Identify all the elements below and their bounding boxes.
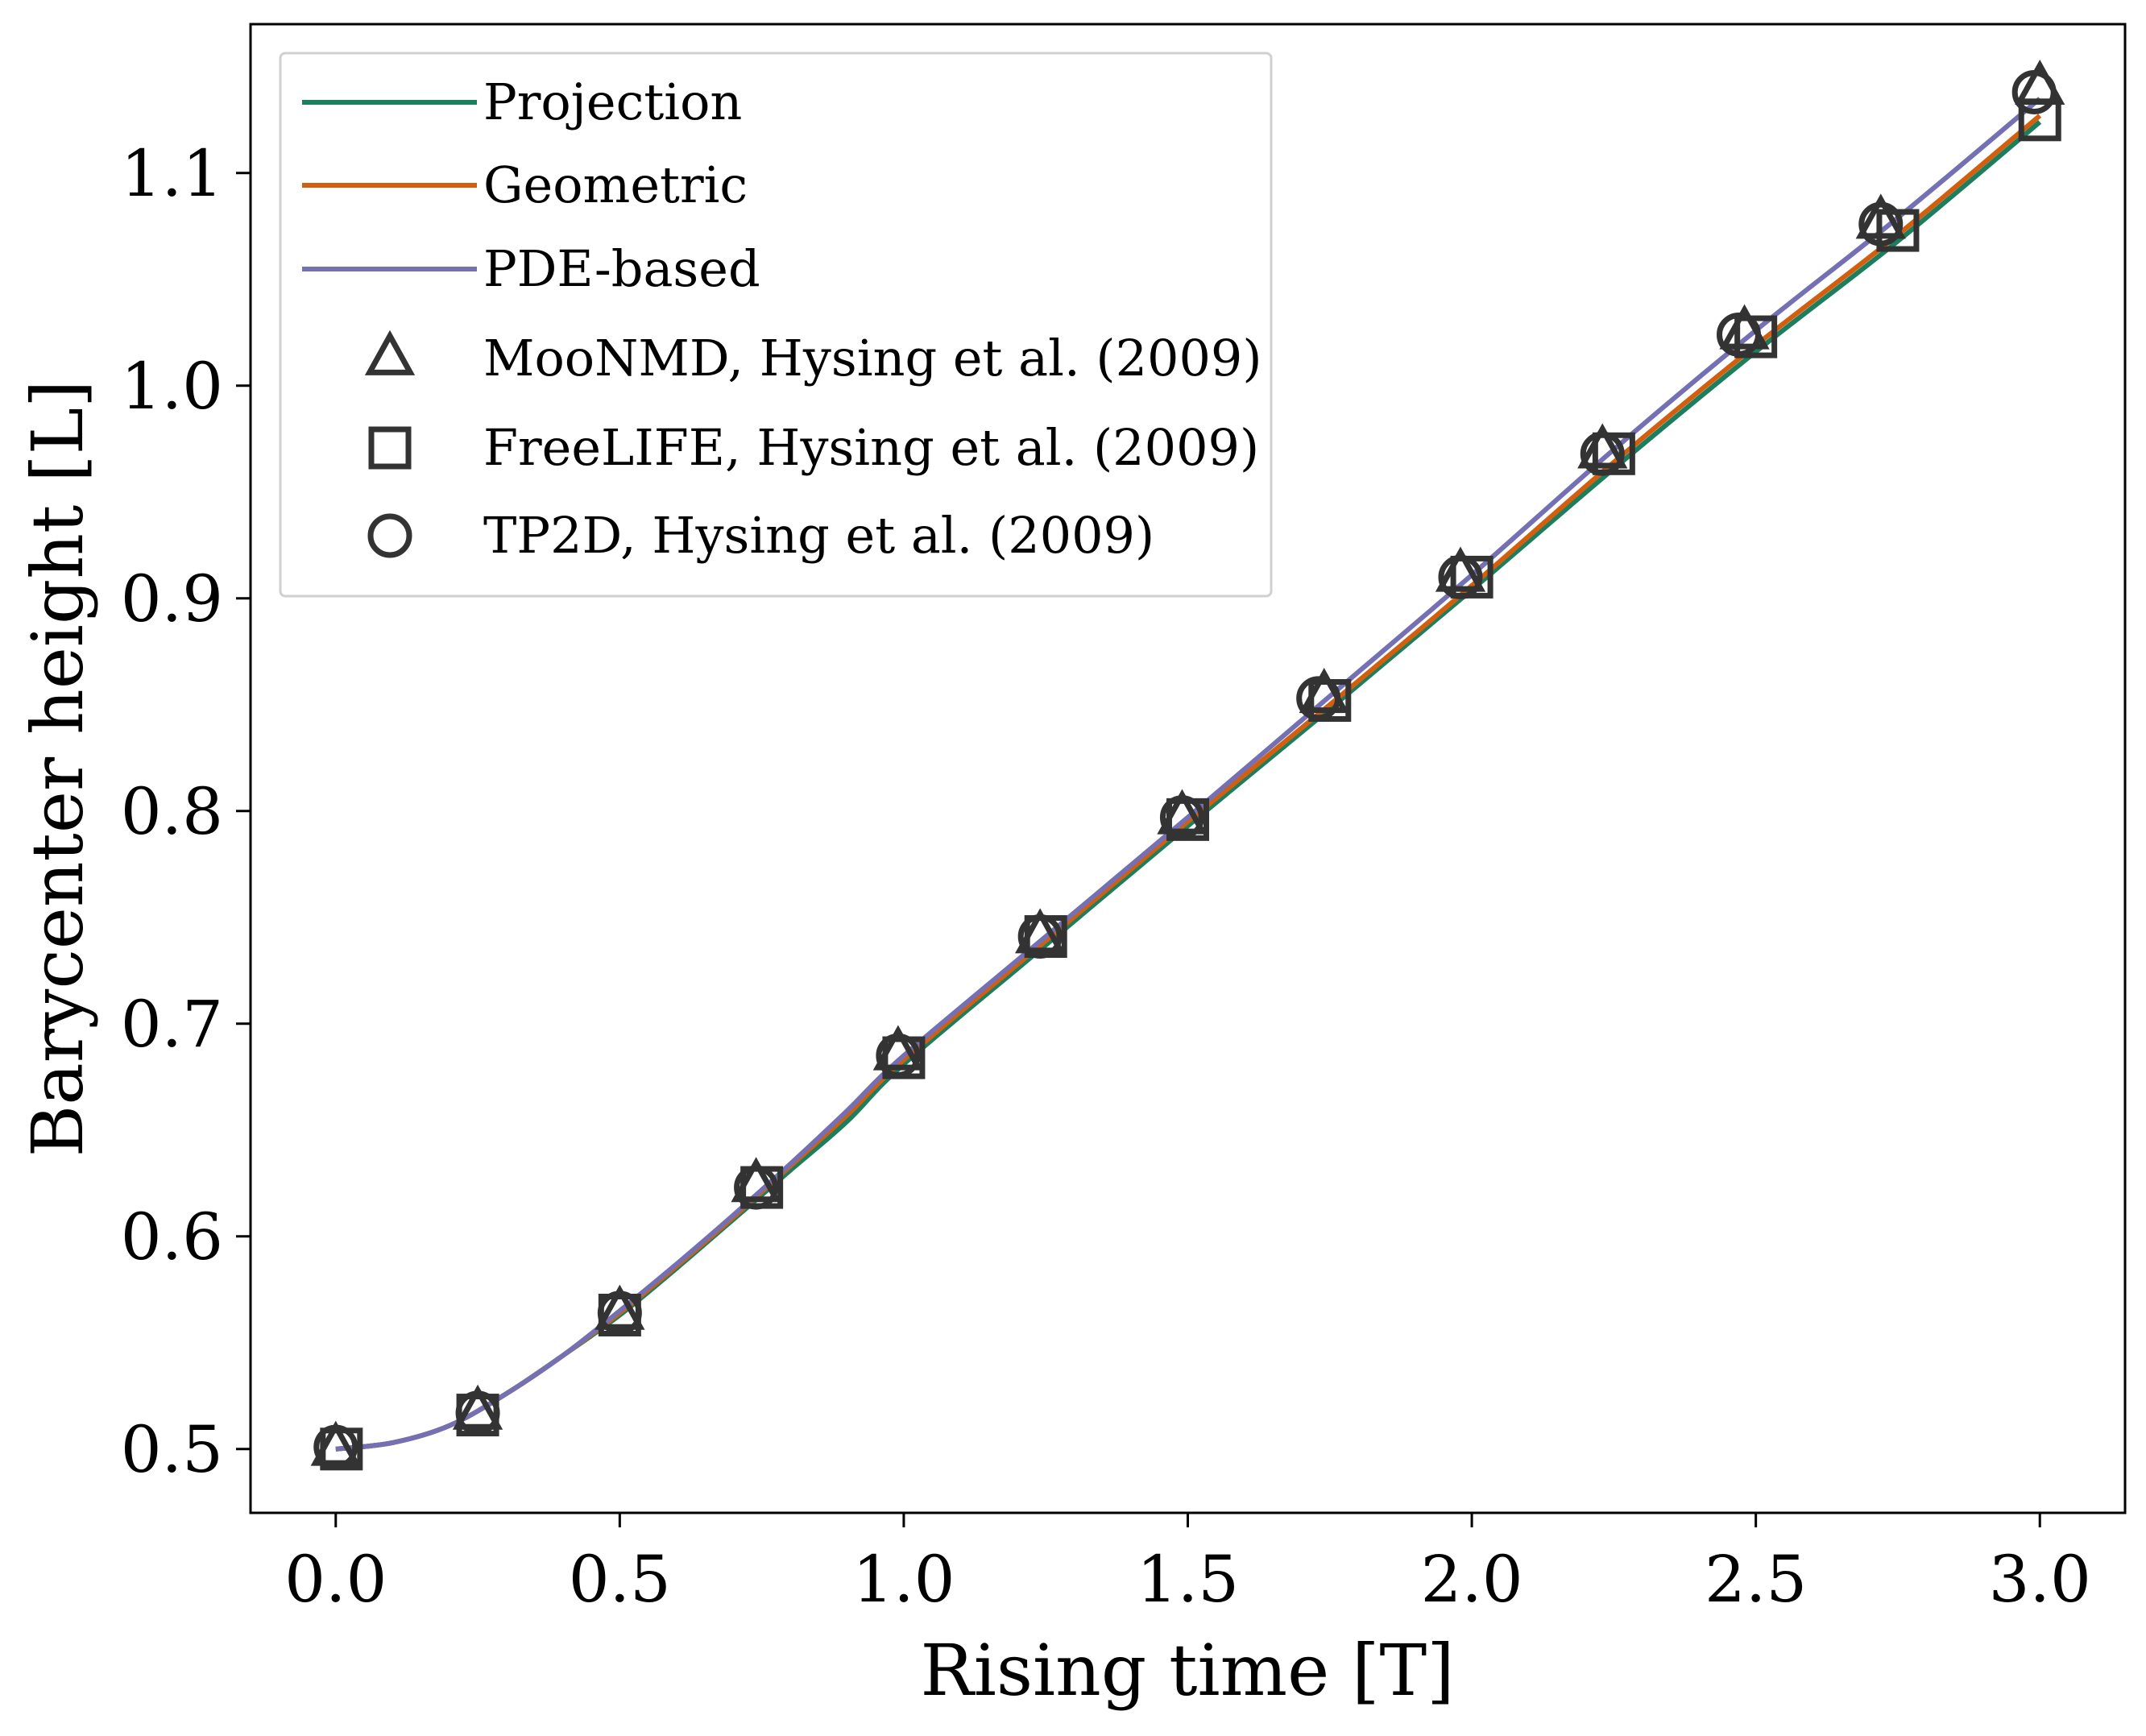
circle-data-point [1858,201,1904,247]
circle-data-point [1580,431,1625,476]
circle-data-point [876,1033,921,1078]
legend-circle-icon [367,513,412,558]
x-tick-label: 2.5 [1705,1542,1807,1617]
x-axis-label: Rising time [T] [920,1629,1454,1712]
circle-data-point [1017,914,1063,959]
series-line-pde-based [335,97,2042,1452]
circle-data-point [2011,69,2057,114]
circle-data-point [597,1291,642,1336]
x-tick-label: 2.0 [1420,1542,1522,1617]
y-tick-label: 1.0 [121,349,223,424]
series-lines [335,97,2042,1452]
x-tick-label: 0.5 [569,1542,671,1617]
legend-label: PDE-based [483,239,760,298]
series-markers [310,59,2065,1471]
legend-triangle-icon [364,329,416,375]
y-axis-ticks: 0.5 0.6 0.7 0.8 0.9 1.0 1.1 [121,136,251,1487]
y-tick-label: 0.5 [121,1412,223,1487]
x-tick-label: 1.5 [1137,1542,1239,1617]
y-tick-label: 1.1 [121,136,223,211]
y-axis-label: Barycenter height [L] [16,380,99,1158]
circle-data-point [1438,554,1483,599]
legend-label: TP2D, Hysing et al. (2009) [483,506,1154,565]
legend-label: Geometric [483,155,748,214]
y-tick-label: 0.7 [121,987,223,1062]
x-tick-label: 1.0 [852,1542,955,1617]
legend-label: Projection [483,73,742,131]
y-tick-label: 0.6 [121,1199,223,1274]
x-tick-label: 0.0 [284,1542,387,1617]
circle-data-point [313,1424,358,1469]
y-tick-label: 0.8 [121,774,223,849]
triangle-data-point [594,1284,645,1330]
circle-data-point [455,1390,500,1436]
legend-label: MooNMD, Hysing et al. (2009) [483,329,1262,387]
square-data-point [1734,315,1778,358]
y-tick-label: 0.9 [121,561,223,636]
legend-box [279,52,1273,598]
circle-data-point [734,1165,779,1210]
circle-data-point [1159,795,1204,840]
triangle-data-point [1577,423,1628,469]
circle-data-point [1296,676,1341,721]
legend: Projection Geometric PDE-based MooNMD, Hysi… [279,52,1273,598]
legend-label: FreeLIFE, Hysing et al. (2009) [483,418,1259,477]
triangle-data-point [1435,546,1486,592]
legend-square-icon [368,426,412,470]
square-data-point [2018,98,2061,142]
x-tick-label: 3.0 [1989,1542,2091,1617]
triangle-data-point [452,1384,503,1430]
circle-data-point [1716,312,1761,357]
x-axis-ticks: 0.0 0.5 1.0 1.5 2.0 2.5 3.0 [284,1513,2091,1617]
